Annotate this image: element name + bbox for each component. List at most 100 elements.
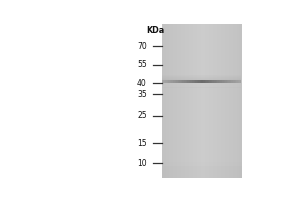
Bar (219, 24, 221, 178)
Bar (165, 80, 167, 83)
Bar (162, 105, 242, 109)
Bar (212, 80, 214, 83)
Bar (199, 24, 201, 178)
Bar (205, 80, 206, 83)
Bar (238, 80, 240, 83)
Bar (162, 51, 242, 55)
Bar (224, 80, 225, 83)
Bar (162, 147, 242, 151)
Bar (227, 80, 229, 83)
Bar (196, 24, 198, 178)
Bar (162, 62, 242, 66)
Bar (209, 24, 210, 178)
Bar (168, 80, 170, 83)
Bar (162, 93, 242, 97)
Bar (162, 39, 242, 43)
Text: 25: 25 (137, 111, 147, 120)
Bar (214, 80, 216, 83)
Bar (239, 24, 241, 178)
Bar (167, 24, 169, 178)
Bar (198, 80, 200, 83)
Bar (231, 24, 233, 178)
Bar (178, 80, 179, 83)
Text: 35: 35 (137, 90, 147, 99)
Bar (237, 24, 238, 178)
Bar (213, 24, 214, 178)
Bar (162, 162, 242, 166)
Bar (189, 80, 190, 83)
Bar (230, 24, 232, 178)
Bar (226, 24, 228, 178)
Bar (179, 24, 181, 178)
Bar (232, 80, 233, 83)
Bar (216, 80, 218, 83)
Text: 10: 10 (137, 159, 147, 168)
Bar (195, 24, 197, 178)
Bar (162, 135, 242, 140)
Bar (222, 80, 224, 83)
Bar (164, 80, 165, 83)
Bar (162, 124, 242, 128)
Bar (212, 24, 213, 178)
Bar (162, 66, 242, 70)
Bar (162, 58, 242, 62)
Bar (162, 89, 242, 93)
Bar (197, 80, 199, 83)
Bar (166, 24, 167, 178)
Text: 40: 40 (137, 79, 147, 88)
Bar (221, 24, 222, 178)
Bar (162, 116, 242, 120)
Bar (233, 24, 234, 178)
Bar (209, 80, 211, 83)
Bar (162, 170, 242, 174)
Bar (162, 24, 164, 178)
Bar (162, 79, 241, 80)
Bar (211, 80, 213, 83)
Bar (214, 24, 216, 178)
Bar (202, 24, 204, 178)
Bar (191, 24, 193, 178)
Text: 55: 55 (137, 60, 147, 69)
Bar (163, 24, 165, 178)
Bar (162, 128, 242, 132)
Bar (218, 24, 220, 178)
Bar (195, 80, 197, 83)
Bar (234, 24, 236, 178)
Bar (162, 24, 242, 28)
Bar (207, 24, 209, 178)
Bar (162, 159, 242, 163)
Bar (194, 80, 195, 83)
Bar (162, 74, 242, 78)
Bar (192, 80, 194, 83)
Bar (228, 80, 230, 83)
Bar (175, 80, 176, 83)
Bar (194, 24, 196, 178)
Bar (236, 24, 237, 178)
Bar (162, 47, 242, 51)
Bar (217, 24, 218, 178)
Bar (174, 24, 176, 178)
Bar (184, 24, 186, 178)
Bar (182, 80, 184, 83)
Text: KDa: KDa (146, 26, 164, 35)
Bar (162, 132, 242, 136)
Bar (227, 24, 229, 178)
Bar (162, 78, 242, 82)
Bar (162, 82, 242, 86)
Bar (190, 24, 191, 178)
Bar (162, 143, 242, 147)
Bar (189, 24, 190, 178)
Bar (236, 80, 238, 83)
Bar (222, 24, 224, 178)
Bar (162, 28, 242, 32)
Bar (162, 109, 242, 113)
Bar (220, 80, 222, 83)
Bar (171, 80, 173, 83)
Bar (162, 43, 242, 47)
Bar (206, 80, 208, 83)
Bar (162, 85, 242, 89)
Bar (162, 101, 242, 105)
Bar (187, 80, 189, 83)
Bar (224, 24, 225, 178)
Bar (193, 24, 194, 178)
